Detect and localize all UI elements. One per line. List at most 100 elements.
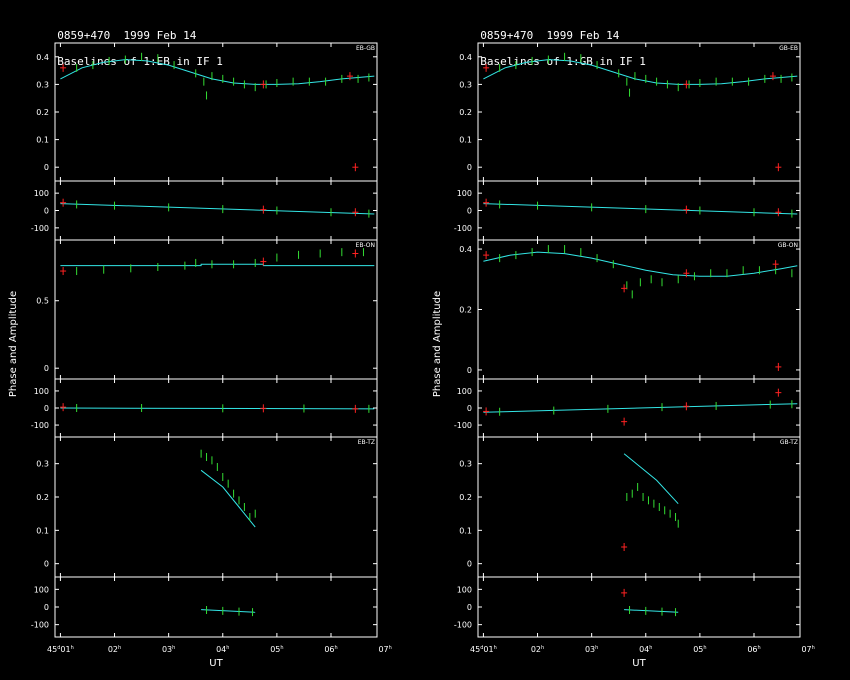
left-eb-tz-phase-ytick-label: 0: [44, 603, 49, 612]
right-gb-eb-phase-flagged-point: [775, 208, 782, 217]
left-eb-gb-amplitude-ytick-label: 0.4: [36, 53, 49, 62]
left-eb-gb-amplitude-flagged-point: [346, 72, 353, 81]
right-xtick-label: 06h: [747, 645, 760, 654]
left-eb-on-amplitude-ytick-label: 0.5: [36, 297, 49, 306]
left-eb-on-amplitude-ytick-label: 0: [44, 364, 49, 373]
right-gb-on-phase-flagged-point: [483, 407, 490, 416]
left-eb-gb-amplitude-ytick-label: 0.3: [36, 80, 49, 89]
right-gb-on-amplitude-flagged-point: [621, 284, 628, 293]
right-gb-on-phase-flagged-point: [683, 402, 690, 411]
right-gb-on-amplitude-flagged-point: [683, 269, 690, 278]
right-gb-eb-phase-flagged-point: [683, 205, 690, 214]
right-gb-tz-phase-ytick-label: 100: [457, 585, 472, 594]
right-gb-tz-phase-flagged-point: [621, 588, 628, 597]
right-gb-tz-phase-ytick-label: -100: [454, 621, 472, 630]
left-eb-tz-amplitude-baseline-label: EB-TZ: [358, 439, 375, 446]
left-eb-gb-amplitude-ytick-label: 0: [44, 163, 49, 172]
right-xtick-label: 03h: [585, 645, 598, 654]
left-ylabel: Phase and Amplitude: [8, 291, 19, 397]
left-eb-on-phase-flagged-point: [60, 403, 67, 412]
left-eb-on-phase-ytick-label: 0: [44, 404, 49, 413]
right-gb-on-phase-ytick-label: 100: [457, 387, 472, 396]
left-eb-tz-amplitude-frame: [54, 436, 378, 578]
right-gb-on-phase-ytick-label: -100: [454, 421, 472, 430]
left-source: 0859+470: [57, 29, 111, 42]
right-gb-on-amplitude-ytick-label: 0.4: [459, 245, 472, 254]
right-ylabel: Phase and Amplitude: [432, 291, 443, 397]
left-eb-tz-phase-model-line: [201, 609, 256, 613]
right-gb-tz-amplitude-ytick-label: 0.2: [459, 493, 472, 502]
left-eb-gb-phase-ytick-label: 0: [44, 207, 49, 216]
right-gb-tz-amplitude-baseline-label: GB-TZ: [780, 439, 798, 446]
left-eb-gb-phase-ytick-label: -100: [31, 224, 49, 233]
right-gb-tz-amplitude-ytick-label: 0.1: [459, 526, 472, 535]
left-eb-tz-phase-ytick-label: -100: [31, 621, 49, 630]
right-gb-eb-amplitude-ytick-label: 0.4: [459, 53, 472, 62]
right-title: 0859+470 1999 Feb 14 Baselines of 1:GB i…: [467, 16, 646, 68]
left-eb-tz-phase-ytick-label: 100: [34, 585, 49, 594]
left-eb-on-amplitude-flagged-point: [260, 257, 267, 266]
right-gb-eb-phase-ytick-label: -100: [454, 224, 472, 233]
left-eb-on-amplitude-flagged-point: [60, 267, 67, 276]
right-xtick-label: 07h: [801, 645, 814, 654]
right-gb-eb-amplitude-flagged-point: [775, 163, 782, 172]
right-gb-on-amplitude-frame: [477, 239, 801, 380]
right-gb-eb-amplitude-flagged-point: [683, 80, 690, 89]
right-gb-eb-amplitude-model-line: [483, 59, 798, 85]
left-eb-gb-amplitude-ytick-label: 0.1: [36, 136, 49, 145]
left-subtitle: Baselines of 1:EB in IF 1: [57, 55, 223, 68]
right-gb-on-amplitude-flagged-point: [775, 362, 782, 371]
right-gb-eb-amplitude-ytick-label: 0.1: [459, 136, 472, 145]
left-eb-tz-amplitude-ytick-label: 0.2: [36, 493, 49, 502]
left-eb-tz-amplitude-ytick-label: 0.1: [36, 526, 49, 535]
left-xtick-label: 05h: [270, 645, 283, 654]
right-gb-on-amplitude-ytick-label: 0: [467, 366, 472, 375]
right-gb-on-phase-flagged-point: [621, 417, 628, 426]
left-title: 0859+470 1999 Feb 14 Baselines of 1:EB i…: [44, 16, 223, 68]
right-gb-tz-phase-ytick-label: 0: [467, 603, 472, 612]
left-eb-gb-phase-flagged-point: [352, 208, 359, 217]
right-source: 0859+470: [480, 29, 534, 42]
left-xtick-label: 06h: [324, 645, 337, 654]
left-eb-on-phase-ytick-label: 100: [34, 387, 49, 396]
left-eb-on-amplitude-model-line: [60, 263, 375, 267]
left-eb-gb-amplitude-ytick-label: 0.2: [36, 108, 49, 117]
left-eb-gb-amplitude-flagged-point: [352, 163, 359, 172]
left-eb-on-phase-model-line: [60, 407, 375, 410]
left-eb-tz-amplitude-ytick-label: 0.3: [36, 460, 49, 469]
left-eb-on-phase-flagged-point: [352, 404, 359, 413]
left-eb-gb-amplitude-frame: [54, 42, 378, 182]
left-eb-on-phase-flagged-point: [260, 404, 267, 413]
right-gb-on-amplitude-baseline-label: GB-ON: [778, 242, 798, 249]
left-eb-gb-phase-frame: [54, 180, 378, 241]
right-gb-on-amplitude-flagged-point: [772, 260, 779, 269]
left-eb-gb-phase-flagged-point: [60, 198, 67, 207]
right-gb-eb-amplitude-baseline-label: GB-EB: [779, 45, 798, 52]
left-xlabel: UT: [209, 658, 223, 669]
left-xtick-label: 03h: [162, 645, 175, 654]
right-gb-eb-amplitude-ytick-label: 0.2: [459, 108, 472, 117]
left-xtick-label: 04h: [216, 645, 229, 654]
right-date: 1999 Feb 14: [546, 29, 620, 42]
right-gb-eb-amplitude-ytick-label: 0: [467, 163, 472, 172]
right-gb-eb-phase-flagged-point: [483, 198, 490, 207]
right-gb-tz-amplitude-model-line: [623, 453, 679, 505]
right-gb-on-amplitude-ytick-label: 0.2: [459, 306, 472, 315]
right-subtitle: Baselines of 1:GB in IF 1: [480, 55, 646, 68]
right-gb-on-phase-model-line: [483, 403, 798, 413]
right-gb-on-phase-flagged-point: [775, 388, 782, 397]
right-gb-on-amplitude-flagged-point: [483, 251, 490, 260]
right-gb-eb-amplitude-flagged-point: [769, 72, 776, 81]
left-eb-gb-amplitude-flagged-point: [260, 80, 267, 89]
right-gb-tz-amplitude-frame: [477, 436, 801, 578]
left-eb-gb-amplitude-model-line: [60, 59, 375, 85]
left-eb-on-phase-ytick-label: -100: [31, 421, 49, 430]
right-xtick-label: 45d01h: [470, 645, 497, 654]
left-eb-gb-phase-ytick-label: 100: [34, 189, 49, 198]
right-gb-eb-phase-model-line: [483, 203, 798, 215]
right-gb-eb-amplitude-flagged-point: [483, 63, 490, 72]
right-gb-eb-phase-frame: [477, 180, 801, 241]
left-eb-on-amplitude-flagged-point: [352, 249, 359, 258]
left-xtick-label: 07h: [378, 645, 391, 654]
